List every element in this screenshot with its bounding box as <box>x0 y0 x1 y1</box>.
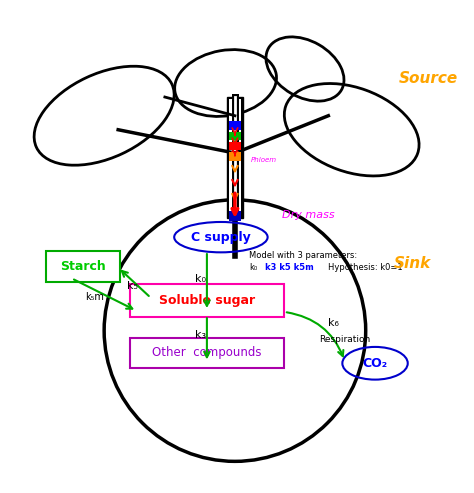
Text: k3 k5 k5m: k3 k5 k5m <box>265 263 314 272</box>
FancyBboxPatch shape <box>229 211 240 221</box>
Text: k₀: k₀ <box>195 274 206 283</box>
Text: Hypothesis: k0=1: Hypothesis: k0=1 <box>328 263 403 272</box>
Text: Phloem: Phloem <box>251 157 277 163</box>
Text: Respiration: Respiration <box>319 335 370 344</box>
FancyBboxPatch shape <box>229 100 241 216</box>
FancyBboxPatch shape <box>130 338 284 368</box>
Text: k₅m: k₅m <box>85 292 104 302</box>
Text: Sink: Sink <box>394 255 431 271</box>
FancyBboxPatch shape <box>227 97 243 218</box>
Text: Dry mass: Dry mass <box>282 211 334 220</box>
Text: CO₂: CO₂ <box>363 357 388 370</box>
FancyBboxPatch shape <box>229 142 240 150</box>
Text: k₆: k₆ <box>328 318 339 328</box>
Text: Soluble sugar: Soluble sugar <box>159 294 255 307</box>
FancyBboxPatch shape <box>229 121 240 130</box>
Text: C supply: C supply <box>191 231 251 244</box>
Text: k₀: k₀ <box>249 263 257 272</box>
FancyBboxPatch shape <box>229 152 240 161</box>
FancyBboxPatch shape <box>130 284 284 317</box>
FancyBboxPatch shape <box>46 251 120 282</box>
Text: Other  compounds: Other compounds <box>152 347 262 359</box>
Text: Source: Source <box>399 71 458 86</box>
FancyBboxPatch shape <box>229 132 240 140</box>
Text: k₅: k₅ <box>128 281 138 290</box>
Text: Model with 3 parameters:: Model with 3 parameters: <box>249 251 357 260</box>
Text: k₃: k₃ <box>195 330 206 340</box>
Text: Starch: Starch <box>60 260 106 273</box>
